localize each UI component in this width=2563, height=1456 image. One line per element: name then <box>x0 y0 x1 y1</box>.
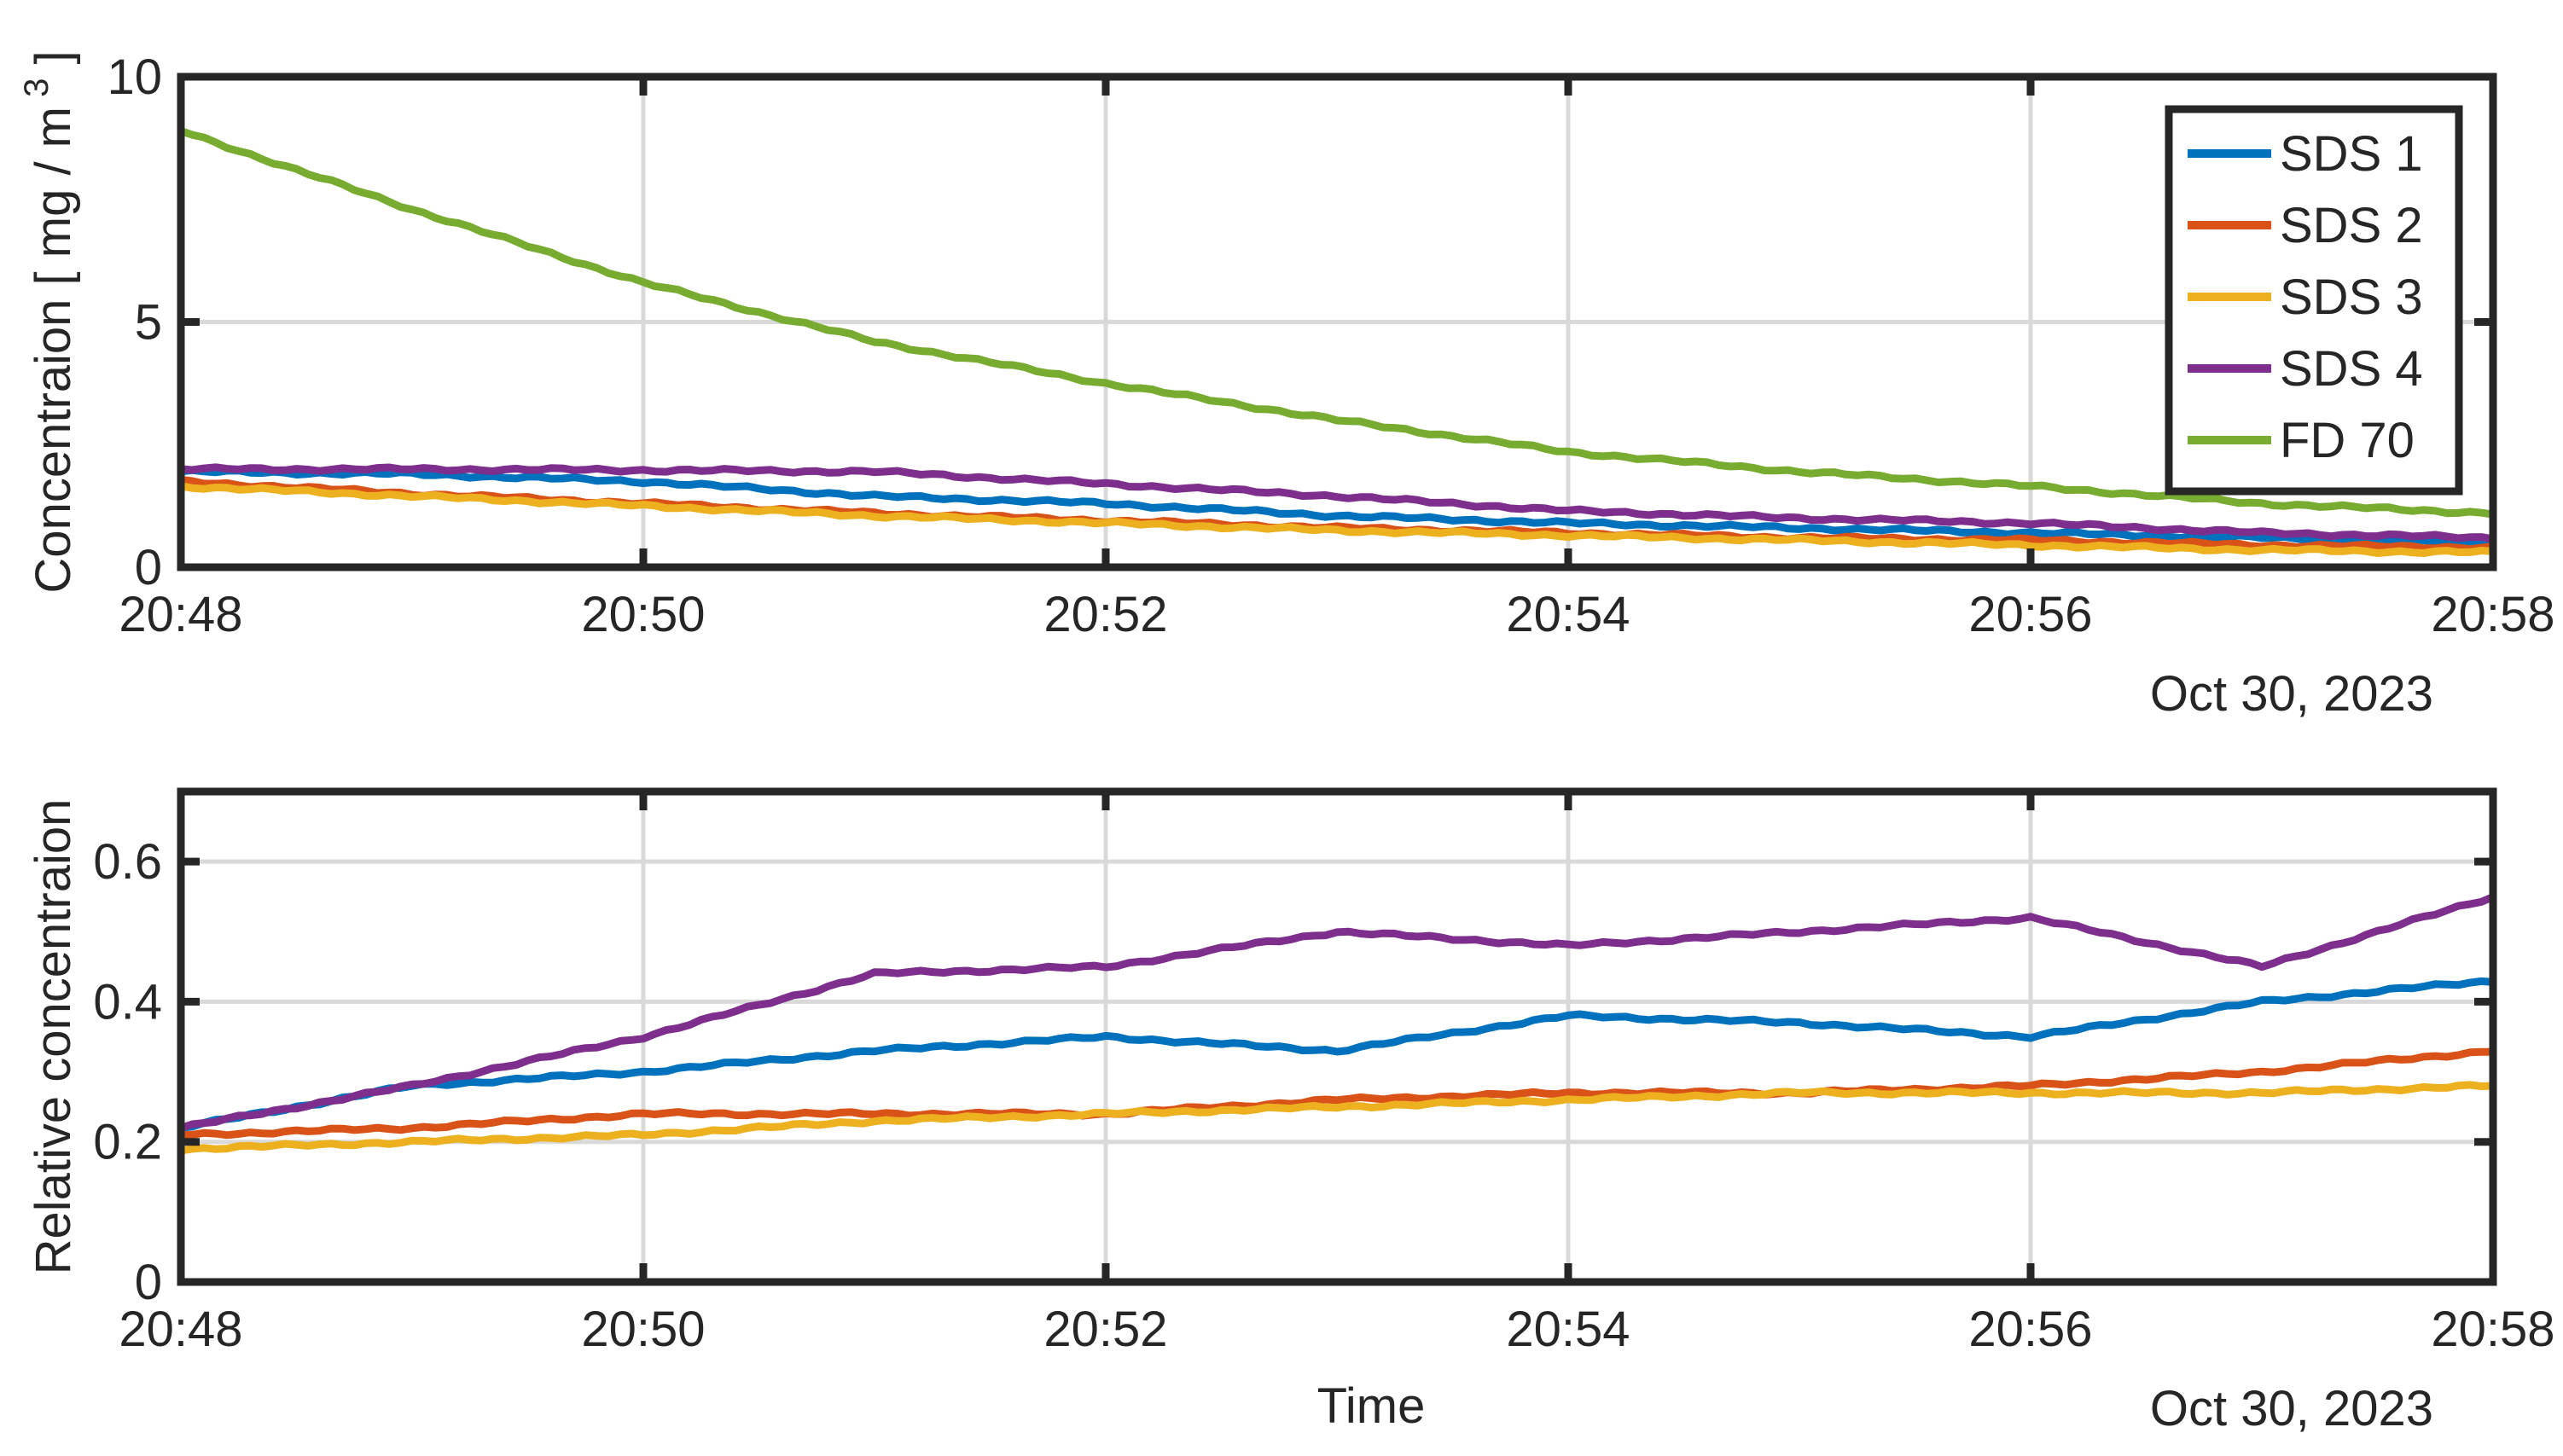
series-line-fd-70 <box>177 127 2497 519</box>
legend: SDS 1 SDS 2 SDS 3 SDS 4 FD 70 <box>2165 105 2463 496</box>
x-tick-label: 20:56 <box>1968 587 2092 642</box>
y-axis-label: Relative concentraion <box>26 799 81 1275</box>
date-label: Oct 30, 2023 <box>2150 1381 2433 1436</box>
series-line-sds-2 <box>177 1047 2497 1140</box>
y-tick-label: 5 <box>135 295 162 351</box>
x-tick-label: 20:58 <box>2431 1302 2554 1357</box>
x-tick-label: 20:52 <box>1043 587 1167 642</box>
x-tick-label: 20:54 <box>1506 1302 1630 1357</box>
x-tick-label: 20:58 <box>2431 587 2554 642</box>
series-line-sds-3 <box>177 1081 2497 1155</box>
legend-entry: SDS 4 <box>2280 341 2423 397</box>
x-tick-label: 20:50 <box>581 1302 705 1357</box>
series-line-sds-1 <box>177 977 2497 1132</box>
x-tick-label: 20:56 <box>1968 1302 2092 1357</box>
y-tick-label: 0 <box>135 540 162 595</box>
x-tick-label: 20:50 <box>581 587 705 642</box>
legend-entry: SDS 3 <box>2280 270 2423 325</box>
legend-entry: SDS 1 <box>2280 126 2423 182</box>
legend-entry: FD 70 <box>2280 413 2415 468</box>
y-axis-label: Concentraion [ mg / m 3 ] <box>18 50 81 593</box>
y-tick-label: 0.4 <box>93 974 162 1030</box>
series-line-sds-1 <box>177 466 2497 548</box>
legend-entry: SDS 2 <box>2280 198 2423 253</box>
date-label: Oct 30, 2023 <box>2150 666 2433 722</box>
series-line-sds-4 <box>177 893 2497 1133</box>
x-tick-label: 20:52 <box>1043 1302 1167 1357</box>
y-tick-label: 0 <box>135 1255 162 1310</box>
series-line-sds-4 <box>177 463 2497 543</box>
y-tick-label: 0.2 <box>93 1115 162 1170</box>
relative-concentration-chart: 20:48 20:50 20:52 20:54 20:56 20:58 0 0.2 0.4 0.6… <box>26 787 2555 1436</box>
x-axis-label: Time <box>1317 1378 1426 1434</box>
concentration-chart: 20:48 20:50 20:52 20:54 20:56 20:58 0 5 10 Oct 30… <box>18 49 2555 722</box>
x-tick-label: 20:48 <box>119 587 242 642</box>
series-line-sds-3 <box>177 482 2497 557</box>
y-tick-label: 0.6 <box>93 834 162 890</box>
axes-box <box>177 787 2497 1286</box>
y-tick-label: 10 <box>107 49 162 105</box>
x-tick-label: 20:48 <box>119 1302 242 1357</box>
x-tick-label: 20:54 <box>1506 587 1630 642</box>
